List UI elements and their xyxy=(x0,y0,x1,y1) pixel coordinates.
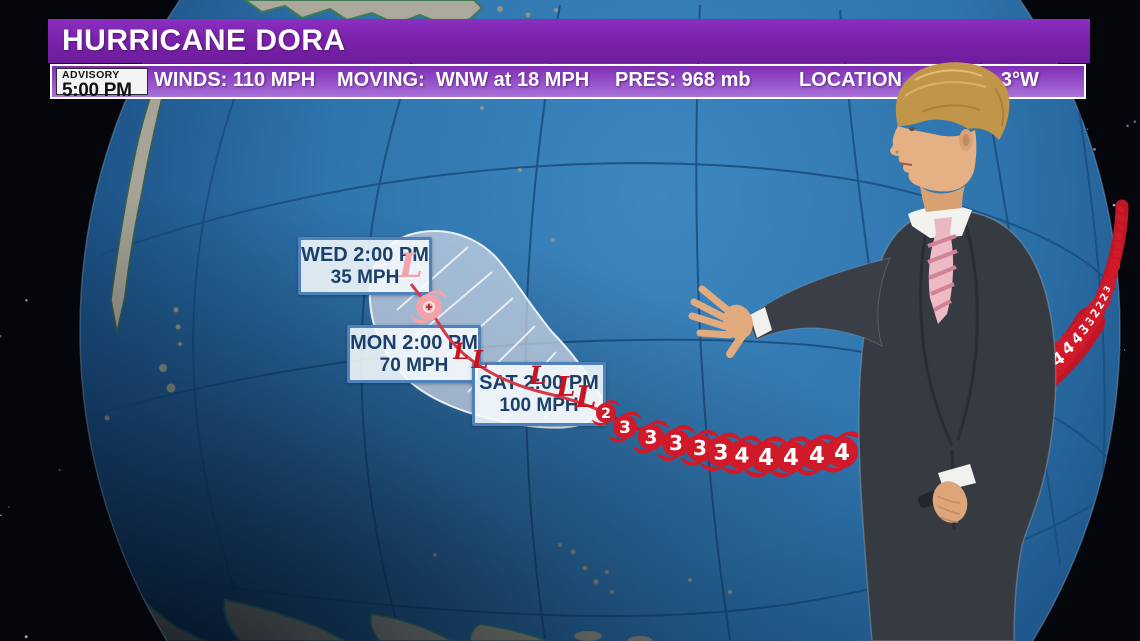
title-bar: HURRICANE DORA xyxy=(48,19,1090,63)
forecast-wind: 35 MPH xyxy=(330,267,400,288)
forecast-label-mon: MON 2:00 PM 70 MPH xyxy=(347,325,481,383)
moving-field: MOVING: WNW at 18 MPH xyxy=(337,69,590,91)
forecast-time: SAT 2:00 PM xyxy=(479,372,599,394)
advisory-time-box: ADVISORY 5:00 PM xyxy=(56,68,148,100)
forecast-label-wed: WED 2:00 PM 35 MPH xyxy=(298,237,432,295)
winds-field: WINDS: 110 MPH xyxy=(154,69,316,91)
forecast-time: MON 2:00 PM xyxy=(350,332,478,354)
location-value: 179.3°W xyxy=(962,69,1039,91)
pressure-field: PRES: 968 mb xyxy=(615,69,751,91)
advisory-label: ADVISORY xyxy=(62,69,120,81)
advisory-time: 5:00 PM xyxy=(62,79,132,101)
forecast-label-sat: SAT 2:00 PM 100 MPH xyxy=(472,362,606,426)
forecast-wind: 70 MPH xyxy=(379,355,449,376)
forecast-time: WED 2:00 PM xyxy=(301,244,429,266)
forecast-wind: 100 MPH xyxy=(499,395,579,416)
advisory-bar: ADVISORY 5:00 PM WINDS: 110 MPH MOVING: … xyxy=(50,64,1086,100)
location-label: LOCATION xyxy=(799,69,902,91)
page-title: HURRICANE DORA xyxy=(62,24,346,57)
